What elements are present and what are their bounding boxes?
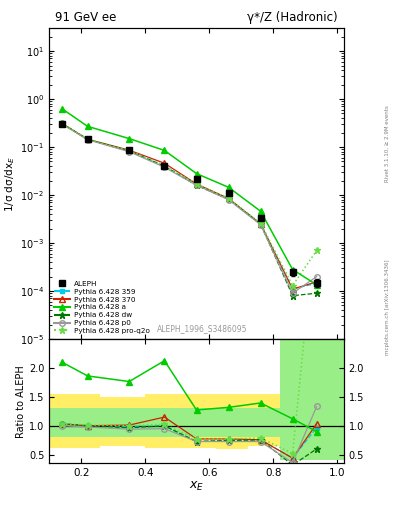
Text: 91 GeV ee: 91 GeV ee	[55, 11, 116, 25]
Text: ALEPH_1996_S3486095: ALEPH_1996_S3486095	[157, 324, 248, 333]
Text: γ*/Z (Hadronic): γ*/Z (Hadronic)	[247, 11, 338, 25]
Y-axis label: 1/σ dσ/dx$_E$: 1/σ dσ/dx$_E$	[4, 156, 17, 211]
Legend: ALEPH, Pythia 6.428 359, Pythia 6.428 370, Pythia 6.428 a, Pythia 6.428 dw, Pyth: ALEPH, Pythia 6.428 359, Pythia 6.428 37…	[53, 279, 151, 335]
Text: Rivet 3.1.10, ≥ 2.9M events: Rivet 3.1.10, ≥ 2.9M events	[385, 105, 390, 182]
Text: mcplots.cern.ch [arXiv:1306.3436]: mcplots.cern.ch [arXiv:1306.3436]	[385, 260, 390, 355]
Y-axis label: Ratio to ALEPH: Ratio to ALEPH	[16, 365, 26, 438]
X-axis label: $x_E$: $x_E$	[189, 480, 204, 493]
